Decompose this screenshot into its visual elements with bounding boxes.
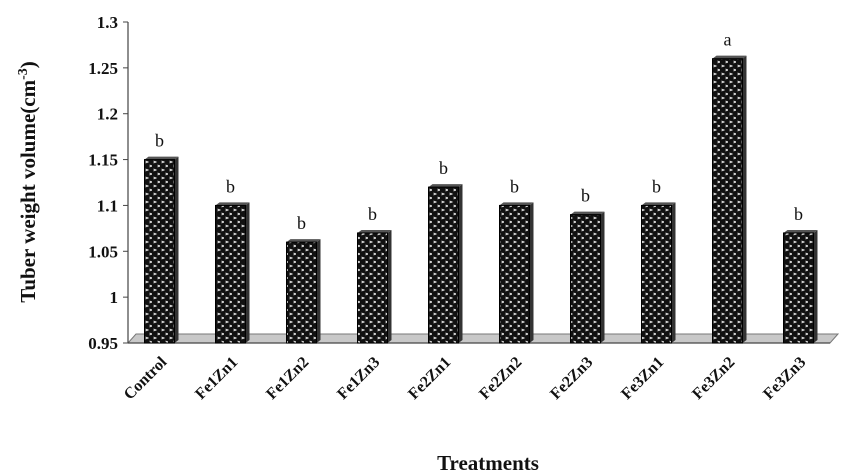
y-tick-label: 0.95 [88, 334, 118, 353]
y-axis-ticks: 0.95 1 1.05 1.1 1.15 1.2 1.25 1.3 [88, 13, 128, 353]
x-category-label: Fe1Zn3 [334, 354, 383, 403]
bar-fe1zn1 [215, 202, 250, 344]
y-tick-label: 1.3 [97, 13, 118, 32]
x-axis-title: Treatments [437, 451, 539, 475]
bar-top [286, 239, 321, 243]
x-category-label: Fe2Zn2 [476, 354, 525, 403]
bar-top [144, 156, 179, 160]
bar-fe3zn1 [641, 202, 676, 344]
y-axis-title-main: Tuber weight volume(cm [16, 79, 40, 302]
bar-top [712, 55, 747, 59]
x-category-label: Fe1Zn1 [192, 354, 241, 403]
significance-letter: b [226, 176, 235, 196]
y-axis-title: Tuber weight volume(cm-3) [16, 61, 40, 303]
significance-letter: b [155, 131, 164, 151]
bar-fe2zn2 [499, 202, 534, 344]
bar-front [144, 159, 175, 344]
y-axis-title-superscript: -3 [16, 68, 31, 80]
bar-side [174, 156, 179, 343]
x-category-label: Fe3Zn1 [618, 354, 667, 403]
bar-side [742, 55, 747, 343]
y-tick-label: 1 [110, 288, 119, 307]
bar-side [671, 202, 676, 343]
bar-series [144, 55, 818, 344]
significance-letter: b [368, 204, 377, 224]
significance-letter: b [297, 213, 306, 233]
bar-side [387, 229, 392, 343]
bar-front [357, 232, 388, 344]
y-tick-label: 1.1 [97, 196, 118, 215]
x-category-label: Fe2Zn1 [405, 354, 454, 403]
significance-letter: b [439, 158, 448, 178]
x-category-label: Fe3Zn2 [689, 354, 738, 403]
significance-letter: b [652, 176, 661, 196]
bar-side [813, 229, 818, 343]
bar-fe2zn1 [428, 184, 463, 344]
bar-fe1zn3 [357, 229, 392, 344]
y-tick-label: 1.05 [88, 242, 118, 261]
bar-fe1zn2 [286, 239, 321, 344]
bar-top [357, 229, 392, 233]
bar-side [458, 184, 463, 343]
bar-top [570, 211, 605, 215]
bar-top [215, 202, 250, 206]
bar-front [428, 186, 459, 344]
bar-side [600, 211, 605, 343]
bar-top [641, 202, 676, 206]
bar-control [144, 156, 179, 344]
y-tick-label: 1.15 [88, 151, 118, 170]
significance-letters: b b b b b b b b a b [155, 30, 803, 233]
bar-side [316, 239, 321, 343]
bar-fe3zn2 [712, 55, 747, 344]
bar-top [783, 229, 818, 233]
bar-fe2zn3 [570, 211, 605, 344]
bar-front [499, 204, 530, 344]
significance-letter: a [724, 30, 732, 50]
x-category-label: Fe3Zn3 [760, 354, 809, 403]
y-tick-label: 1.2 [97, 105, 118, 124]
bar-top [428, 184, 463, 188]
y-axis-title-close: ) [16, 61, 40, 68]
significance-letter: b [510, 176, 519, 196]
x-axis-categories: Control Fe1Zn1 Fe1Zn2 Fe1Zn3 Fe2Zn1 Fe2Zn2 Fe2… [121, 353, 810, 403]
bar-front [783, 232, 814, 344]
bar-front [215, 204, 246, 344]
significance-letter: b [581, 186, 590, 206]
bar-fe3zn3 [783, 229, 818, 344]
bar-front [712, 58, 743, 344]
bar-top [499, 202, 534, 206]
y-tick-label: 1.25 [88, 59, 118, 78]
bar-side [529, 202, 534, 343]
x-category-label: Control [121, 353, 171, 403]
significance-letter: b [794, 204, 803, 224]
x-category-label: Fe2Zn3 [547, 354, 596, 403]
x-category-label: Fe1Zn2 [263, 354, 312, 403]
bar-front [286, 241, 317, 344]
bar-front [570, 214, 601, 344]
bar-side [245, 202, 250, 343]
bar-front [641, 204, 672, 344]
